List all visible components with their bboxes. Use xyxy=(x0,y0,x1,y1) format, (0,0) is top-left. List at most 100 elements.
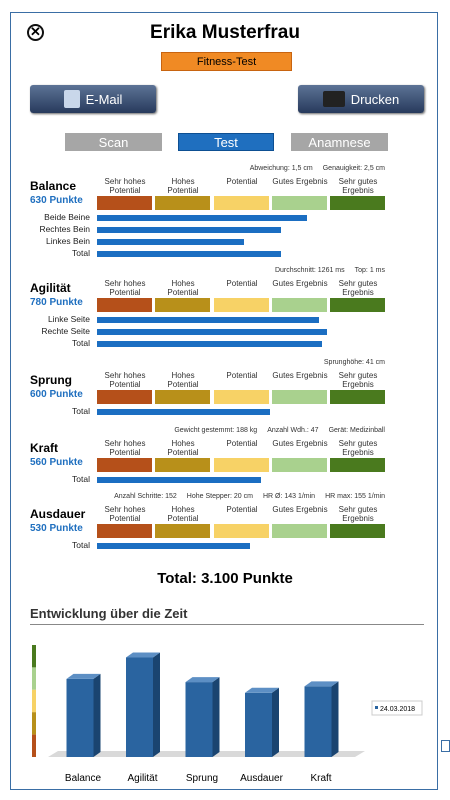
x-tick-label: Agilität xyxy=(127,773,157,784)
scale-label: Potential xyxy=(226,177,258,186)
score-bar xyxy=(97,477,262,483)
bar-label: Linkes Bein xyxy=(46,236,90,246)
scale-box xyxy=(155,524,210,538)
x-tick-label: Kraft xyxy=(310,773,331,784)
bar-side xyxy=(212,677,220,757)
scale-label: Sehr hohes Potential xyxy=(104,371,146,389)
stats-row: Anzahl Schritte: 152 Hohe Stepper: 20 cm H… xyxy=(114,493,385,500)
stat: HR Ø: 143 1/min xyxy=(262,493,316,500)
score-bar xyxy=(97,317,319,323)
bar-top xyxy=(126,652,160,658)
scale-label: Gutes Ergebnis xyxy=(272,505,328,514)
scale-label: Sehr hohes Potential xyxy=(104,505,146,523)
scale-label: Gutes Ergebnis xyxy=(272,177,328,186)
user-name: Erika Musterfrau xyxy=(150,22,300,43)
stat: Gerät: Medizinball xyxy=(328,427,385,434)
scale-box xyxy=(97,458,152,472)
scale-box xyxy=(155,458,210,472)
scale-label: Sehr gutes Ergebnis xyxy=(338,439,378,457)
bar-label: Total xyxy=(72,338,90,348)
scale-label: Sehr gutes Ergebnis xyxy=(338,177,378,195)
chart-title: Entwicklung über die Zeit xyxy=(30,606,188,621)
scale-box xyxy=(97,390,152,404)
bar-side xyxy=(93,673,101,757)
scale-box xyxy=(330,196,385,210)
bar-label: Rechte Seite xyxy=(41,326,90,336)
bar-top xyxy=(304,681,339,687)
scale-box xyxy=(272,196,327,210)
scale-box xyxy=(272,458,327,472)
tab[interactable]: Scan xyxy=(65,133,162,151)
section-title: Agilität xyxy=(30,281,71,295)
section-points: 780 Punkte xyxy=(30,297,83,308)
section-points: 530 Punkte xyxy=(30,523,83,534)
scale-box xyxy=(214,196,269,210)
bar-label: Total xyxy=(72,540,90,550)
total: Total: 3.100 Punkte xyxy=(157,570,293,587)
bar-front xyxy=(66,678,94,757)
stat: Hohe Stepper: 20 cm xyxy=(186,493,253,500)
bar-label: Beide Beine xyxy=(44,212,90,222)
scale-box xyxy=(155,298,210,312)
bar-label: Total xyxy=(72,248,90,258)
stats-row: Abweichung: 1,5 cm Genauigkeit: 2,5 cm xyxy=(250,165,385,172)
bar-top xyxy=(185,677,220,683)
bar-front xyxy=(126,657,153,757)
scale-label: Sehr gutes Ergebnis xyxy=(338,371,378,389)
bar-front xyxy=(245,692,272,757)
scale-box xyxy=(155,390,210,404)
scale-box xyxy=(214,524,269,538)
scale-label: Potential xyxy=(226,505,258,514)
score-bar xyxy=(97,341,322,347)
section-title: Balance xyxy=(30,179,77,193)
section-points: 600 Punkte xyxy=(30,389,83,400)
stat: Anzahl Wdh.: 47 xyxy=(267,427,319,434)
print-icon xyxy=(322,91,345,107)
x-tick-label: Sprung xyxy=(186,773,218,784)
bar-label: Total xyxy=(72,406,90,416)
stats-row: Durchschnitt: 1261 ms Top: 1 ms xyxy=(275,267,385,274)
bar-side xyxy=(331,681,339,757)
bar-label: Linke Seite xyxy=(47,314,90,324)
stat: HR max: 155 1/min xyxy=(325,493,385,500)
section-title: Ausdauer xyxy=(30,507,86,521)
score-bar xyxy=(97,409,270,415)
stat: Anzahl Schritte: 152 xyxy=(114,493,177,500)
scale-strip xyxy=(32,667,36,690)
scale-box xyxy=(330,458,385,472)
card xyxy=(10,12,438,790)
tab-active[interactable]: Test xyxy=(178,133,274,151)
scale-label: Hohes Potential xyxy=(167,177,199,195)
scale-strip xyxy=(32,712,36,735)
scale-label: Sehr hohes Potential xyxy=(104,177,146,195)
scale-label: Hohes Potential xyxy=(167,505,199,523)
scale-box xyxy=(214,458,269,472)
scroll-icon[interactable] xyxy=(441,740,450,752)
scale-box xyxy=(330,390,385,404)
scale-box xyxy=(97,524,152,538)
stat: Gewicht gestemmt: 188 kg xyxy=(174,427,258,434)
scale-label: Hohes Potential xyxy=(167,371,199,389)
print-button[interactable]: Drucken xyxy=(298,85,424,113)
stats-row: Sprunghöhe: 41 cm xyxy=(324,359,385,366)
close-button[interactable]: ✕ xyxy=(27,24,44,41)
tab[interactable]: Anamnese xyxy=(291,133,388,151)
chart: Balance Agilität Sprung Ausdauer Kraft 24.03.… xyxy=(32,645,423,784)
score-bar xyxy=(97,251,282,257)
badge: Fitness-Test xyxy=(161,52,292,71)
score-bar xyxy=(97,215,308,221)
scale-box xyxy=(97,298,152,312)
score-bar xyxy=(97,227,282,233)
scale-label: Sehr hohes Potential xyxy=(104,279,146,297)
scale-box xyxy=(272,524,327,538)
stat: Top: 1 ms xyxy=(354,267,385,274)
email-button[interactable]: E-Mail xyxy=(30,85,156,113)
scale-label: Potential xyxy=(226,371,258,380)
bar-label: Rechtes Bein xyxy=(39,224,90,234)
scale-label: Sehr gutes Ergebnis xyxy=(338,279,378,297)
stat: Genauigkeit: 2,5 cm xyxy=(322,165,385,172)
legend-swatch xyxy=(375,706,378,709)
score-bar xyxy=(97,329,328,335)
scale-label: Hohes Potential xyxy=(167,279,199,297)
scale-box xyxy=(97,196,152,210)
